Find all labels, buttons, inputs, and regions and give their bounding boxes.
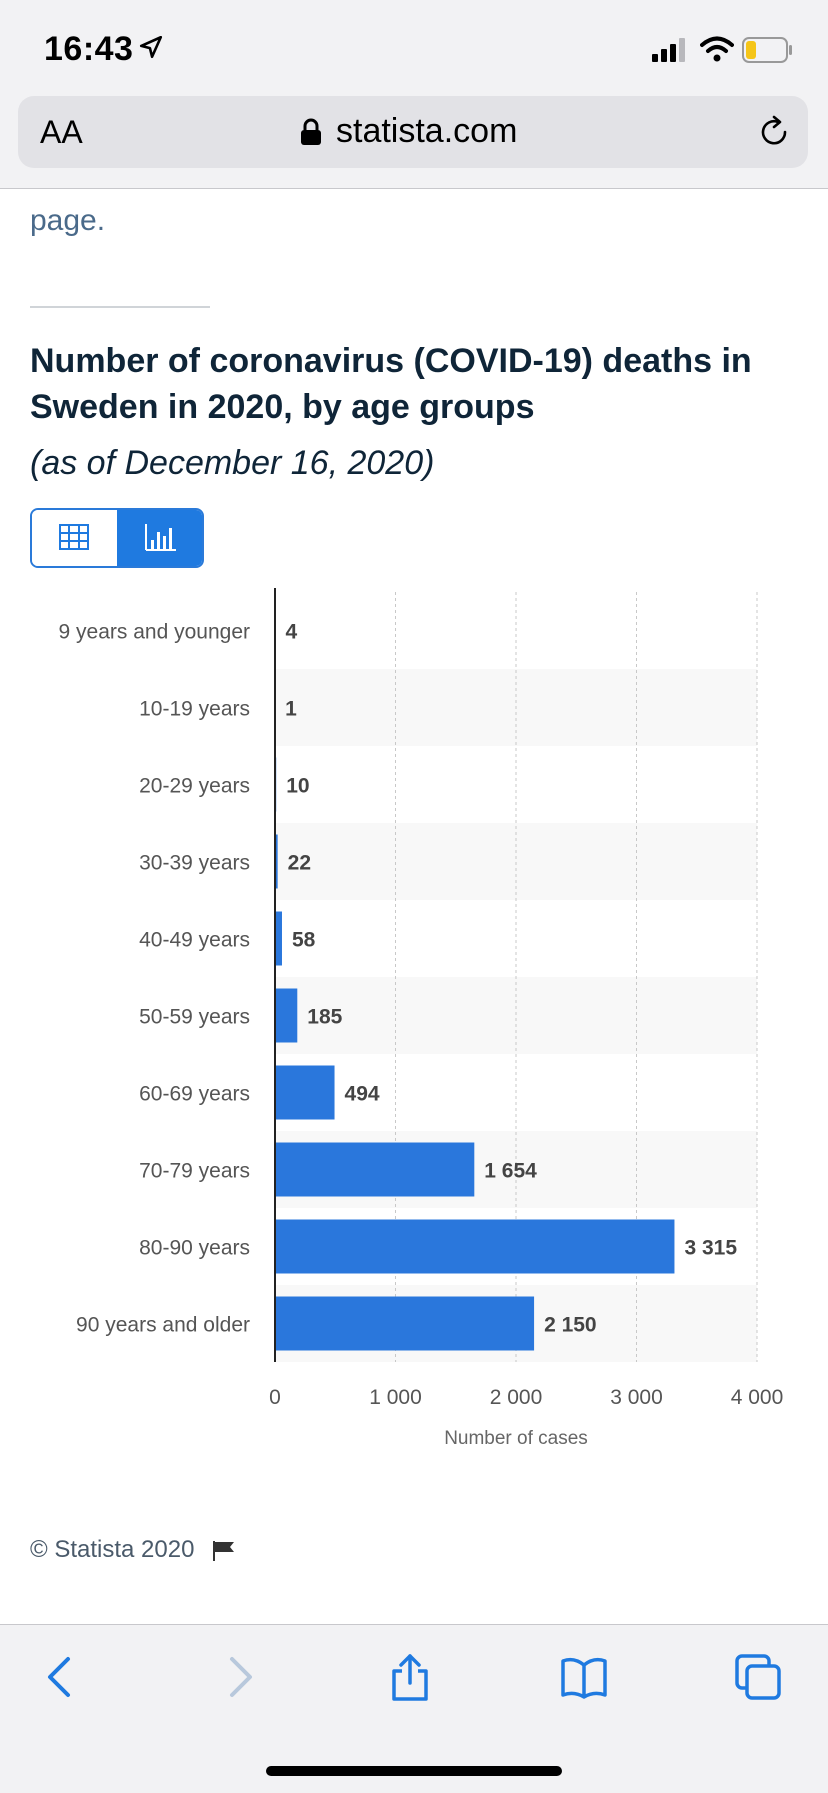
value-label: 494 xyxy=(345,1083,380,1106)
x-tick-label: 3 000 xyxy=(610,1386,663,1409)
battery-icon xyxy=(742,37,794,63)
category-label: 30-39 years xyxy=(139,852,250,875)
chart-title: Number of coronavirus (COVID-19) deaths … xyxy=(30,338,800,430)
bar xyxy=(275,1220,674,1274)
bar xyxy=(275,989,297,1043)
category-label: 40-49 years xyxy=(139,929,250,952)
bar-chart-icon xyxy=(144,524,176,552)
paragraph-tail: page. xyxy=(30,204,105,238)
x-tick-label: 4 000 xyxy=(731,1386,784,1409)
share-icon[interactable] xyxy=(386,1653,434,1701)
lock-icon xyxy=(300,118,322,146)
category-label: 80-90 years xyxy=(139,1237,250,1260)
location-arrow-icon xyxy=(138,34,164,60)
bar-chart: 9 years and younger 4 10-19 years 1 20-29 ye… xyxy=(0,588,828,1448)
table-icon xyxy=(59,524,89,550)
back-icon[interactable] xyxy=(38,1653,86,1701)
url-text[interactable]: statista.com xyxy=(336,112,517,151)
bar xyxy=(275,1143,474,1197)
value-label: 1 654 xyxy=(484,1160,537,1183)
browser-toolbar: AA statista.com xyxy=(0,94,828,189)
section-divider xyxy=(30,306,210,308)
x-axis-label: Number of cases xyxy=(444,1428,588,1448)
status-time: 16:43 xyxy=(44,30,133,69)
address-bar[interactable]: AA statista.com xyxy=(18,96,808,168)
forward-icon[interactable] xyxy=(214,1653,262,1701)
wifi-icon xyxy=(700,36,734,62)
x-tick-label: 1 000 xyxy=(369,1386,422,1409)
bar xyxy=(275,1297,534,1351)
value-label: 185 xyxy=(307,1006,342,1029)
reload-icon[interactable] xyxy=(756,114,792,150)
value-label: 58 xyxy=(292,929,316,952)
category-label: 90 years and older xyxy=(76,1314,250,1337)
category-label: 9 years and younger xyxy=(59,621,250,644)
value-label: 22 xyxy=(288,852,311,875)
status-bar: 16:43 xyxy=(0,0,828,94)
category-label: 50-59 years xyxy=(139,1006,250,1029)
category-label: 10-19 years xyxy=(139,698,250,721)
bar xyxy=(275,912,282,966)
bookmarks-icon[interactable] xyxy=(560,1653,608,1701)
value-label: 10 xyxy=(286,775,309,798)
signal-icon xyxy=(652,38,688,62)
x-tick-label: 0 xyxy=(269,1386,281,1409)
home-indicator xyxy=(266,1766,562,1776)
value-label: 3 315 xyxy=(684,1237,737,1260)
value-label: 4 xyxy=(285,621,297,644)
table-view-button[interactable] xyxy=(32,510,117,566)
bar xyxy=(275,1066,335,1120)
flag-icon[interactable] xyxy=(212,1540,236,1562)
text-size-button[interactable]: AA xyxy=(40,114,83,151)
tabs-icon[interactable] xyxy=(734,1653,782,1701)
view-toggle xyxy=(30,508,204,568)
category-label: 70-79 years xyxy=(139,1160,250,1183)
x-tick-label: 2 000 xyxy=(490,1386,543,1409)
chart-view-button[interactable] xyxy=(117,510,202,566)
category-label: 60-69 years xyxy=(139,1083,250,1106)
value-label: 1 xyxy=(285,698,297,721)
chart-subtitle: (as of December 16, 2020) xyxy=(30,444,434,483)
statista-credit[interactable]: © Statista 2020 xyxy=(30,1536,194,1564)
category-label: 20-29 years xyxy=(139,775,250,798)
value-label: 2 150 xyxy=(544,1314,597,1337)
